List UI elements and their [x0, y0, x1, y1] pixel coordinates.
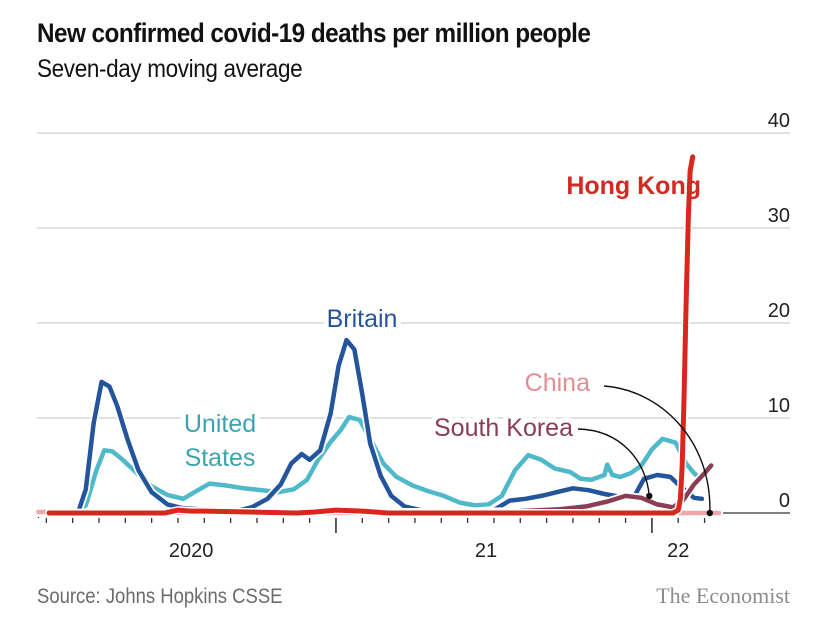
- series-line-hong-kong: [46, 154, 696, 516]
- chart-title: New confirmed covid-19 deaths per millio…: [37, 18, 591, 48]
- y-tick-label: 30: [768, 205, 790, 227]
- x-tick-label: 22: [667, 540, 689, 562]
- x-tick-label: 21: [475, 540, 497, 562]
- x-tick-label: 2020: [169, 540, 214, 562]
- series-label-britain: Britain: [327, 305, 398, 333]
- series-line-united-states: [36, 414, 702, 516]
- series-lines: [34, 152, 724, 517]
- y-tick-label: 40: [768, 110, 790, 132]
- x-axis: 2020 21 22: [37, 509, 790, 562]
- gridlines: [37, 132, 790, 419]
- series-label-united: United: [184, 410, 256, 438]
- series-halo-britain: [34, 336, 706, 517]
- brand-logo: The Economist: [656, 583, 790, 608]
- callouts: [577, 385, 714, 517]
- series-label-south-korea: South Korea: [434, 414, 573, 442]
- callout-dot-china: [706, 509, 714, 517]
- chart-subtitle: Seven-day moving average: [37, 55, 303, 83]
- y-tick-label: 0: [779, 490, 790, 512]
- series-label-hong-kong: Hong Kong: [566, 172, 701, 200]
- callout-line-china: [603, 385, 711, 514]
- series-label-china: China: [525, 369, 590, 397]
- y-tick-labels: 0 10 20 30 40: [768, 110, 790, 512]
- y-tick-label: 10: [768, 395, 790, 417]
- callout-dot-south-korea: [646, 492, 653, 500]
- series-labels: Hong Kong Britain United States China South K…: [179, 172, 701, 477]
- callout-line-south-korea: [577, 428, 650, 496]
- source-note: Source: Johns Hopkins CSSE: [37, 585, 283, 608]
- y-tick-label: 20: [768, 300, 790, 322]
- series-label-states: States: [185, 444, 256, 472]
- series-halo-hong-kong: [45, 152, 697, 517]
